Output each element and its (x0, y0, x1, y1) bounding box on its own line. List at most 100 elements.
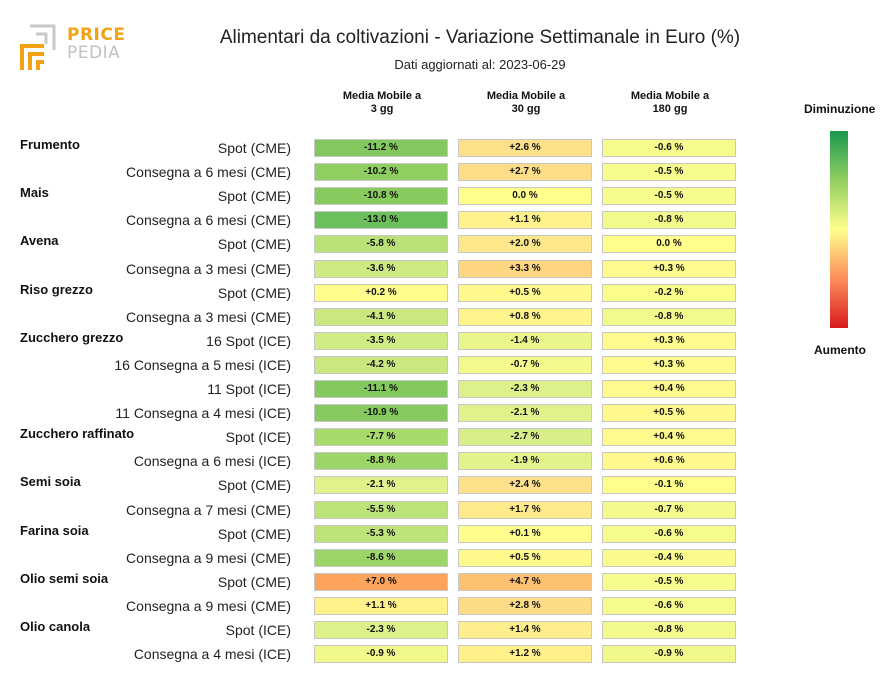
heatmap-cell: -0.6 % (602, 596, 736, 615)
heatmap-cell: -4.2 % (314, 355, 448, 374)
heatmap-cell: +3.3 % (458, 259, 592, 278)
heatmap-cell: -0.9 % (602, 645, 736, 664)
heatmap-cell: -0.8 % (602, 307, 736, 326)
heatmap-cell: -5.5 % (314, 500, 448, 519)
row-label: 16 Consegna a 5 mesi (ICE) (114, 356, 291, 373)
commodity-group-label: Riso grezzo (20, 281, 93, 297)
heatmap-cell: -10.2 % (314, 163, 448, 182)
row-label: Spot (CME) (217, 236, 291, 253)
row-label: Consegna a 4 mesi (ICE) (133, 646, 291, 663)
heatmap-cell: +0.4 % (602, 380, 736, 398)
heatmap-cell: +0.3 % (602, 331, 736, 350)
column-header-line1: Media Mobile a (630, 90, 710, 102)
heatmap-cell: -2.7 % (458, 428, 592, 447)
heatmap-cell: -5.3 % (314, 524, 448, 543)
row-label: 11 Spot (ICE) (207, 381, 291, 397)
row-label: 16 Spot (ICE) (206, 332, 291, 349)
commodity-group-label: Mais (20, 185, 49, 201)
row-label: Consegna a 6 mesi (ICE) (133, 453, 291, 470)
heatmap-cell: -10.9 % (314, 404, 448, 423)
heatmap-cell: -13.0 % (314, 211, 448, 230)
heatmap-cell: -11.2 % (314, 139, 448, 157)
heatmap-cell: +0.5 % (458, 548, 592, 567)
heatmap-cell: -1.4 % (458, 331, 592, 350)
heatmap-cell: -0.1 % (602, 476, 736, 495)
row-label: Consegna a 3 mesi (CME) (126, 260, 291, 277)
heatmap-cell: +0.8 % (458, 307, 592, 326)
commodity-group-label: Zucchero grezzo (20, 329, 124, 345)
heatmap-cell: -7.7 % (314, 428, 448, 447)
heatmap-cell: -2.3 % (458, 380, 592, 398)
heatmap-cell: -0.6 % (602, 524, 736, 543)
heatmap-cell: +1.2 % (458, 645, 592, 664)
column-header-line1: Media Mobile a (342, 90, 422, 102)
commodity-group-label: Farina soia (20, 522, 89, 538)
heatmap-cell: 0.0 % (602, 235, 736, 254)
row-label: Spot (CME) (217, 573, 291, 590)
heatmap-cell: +0.3 % (602, 259, 736, 278)
heatmap-cell: -3.6 % (314, 259, 448, 278)
heatmap-cell: +0.1 % (458, 524, 592, 543)
row-label: Spot (CME) (217, 188, 291, 205)
heatmap-cell: -0.8 % (602, 211, 736, 230)
commodity-group-label: Avena (20, 233, 59, 249)
legend-top-label: Diminuzione (804, 102, 876, 116)
heatmap-cell: +2.7 % (458, 163, 592, 182)
row-label: Spot (CME) (217, 477, 291, 494)
commodity-group-label: Olio canola (20, 619, 91, 634)
heatmap-cell: -0.7 % (458, 355, 592, 374)
row-label: Consegna a 6 mesi (CME) (126, 212, 291, 229)
heatmap-cell: -1.9 % (458, 452, 592, 471)
heatmap-cell: -5.8 % (314, 235, 448, 254)
row-label: Spot (ICE) (225, 429, 291, 446)
logo-text-price: PRICE (67, 25, 126, 45)
heatmap-cell: -0.6 % (602, 139, 736, 157)
heatmap-cell: -8.8 % (314, 452, 448, 471)
heatmap-cell: +1.1 % (314, 596, 448, 615)
heatmap-cell: -0.4 % (602, 548, 736, 567)
column-header-line1: Media Mobile a (486, 90, 566, 102)
row-label: Consegna a 7 mesi (CME) (126, 501, 291, 518)
row-label: Spot (ICE) (225, 622, 291, 638)
heatmap-cell: +0.4 % (602, 428, 736, 447)
heatmap-cell: +0.3 % (602, 355, 736, 374)
heatmap-cell: -3.5 % (314, 331, 448, 350)
heatmap-cell: -11.1 % (314, 380, 448, 398)
heatmap-cell: -8.6 % (314, 548, 448, 567)
column-header-3gg: Media Mobile a 3 gg (314, 90, 450, 116)
heatmap-cell: -0.5 % (602, 572, 736, 591)
heatmap-cell: +0.6 % (602, 452, 736, 471)
heatmap-cell: -10.8 % (314, 187, 448, 206)
row-label: Spot (CME) (217, 140, 291, 156)
legend-bottom-label: Aumento (814, 343, 866, 357)
commodity-group-label: Zucchero raffinato (20, 426, 135, 442)
heatmap-cell: +2.0 % (458, 235, 592, 254)
row-label: Consegna a 9 mesi (CME) (126, 597, 291, 614)
heatmap-cell: -2.3 % (314, 621, 448, 639)
heatmap-cell: -4.1 % (314, 307, 448, 326)
heatmap-cell: -0.5 % (602, 163, 736, 182)
heatmap-cell: +4.7 % (458, 572, 592, 591)
heatmap-cell: -0.2 % (602, 283, 736, 302)
row-label: Consegna a 3 mesi (CME) (126, 308, 291, 325)
heatmap-cell: -0.5 % (602, 187, 736, 206)
row-label: Spot (CME) (217, 525, 291, 542)
heatmap-cell: -0.9 % (314, 645, 448, 664)
legend-color-scale (830, 131, 848, 328)
heatmap-cell: -0.7 % (602, 500, 736, 519)
heatmap-cell: +1.4 % (458, 621, 592, 639)
row-label: Consegna a 6 mesi (CME) (126, 164, 291, 181)
commodity-group-label: Frumento (20, 137, 80, 152)
heatmap-cell: -0.8 % (602, 621, 736, 639)
heatmap-cell: +1.1 % (458, 211, 592, 230)
heatmap-cell: +0.5 % (602, 404, 736, 423)
heatmap-cell: +7.0 % (314, 572, 448, 591)
heatmap-cell: +2.8 % (458, 596, 592, 615)
row-label: 11 Consegna a 4 mesi (ICE) (115, 405, 291, 422)
column-header-line2: 3 gg (370, 103, 394, 115)
heatmap-cell: +1.7 % (458, 500, 592, 519)
column-header-line2: 180 gg (652, 103, 688, 115)
heatmap-cell: +0.2 % (314, 283, 448, 302)
chart-subtitle: Dati aggiornati al: 2023-06-29 (394, 57, 566, 72)
heatmap-cell: +0.5 % (458, 283, 592, 302)
